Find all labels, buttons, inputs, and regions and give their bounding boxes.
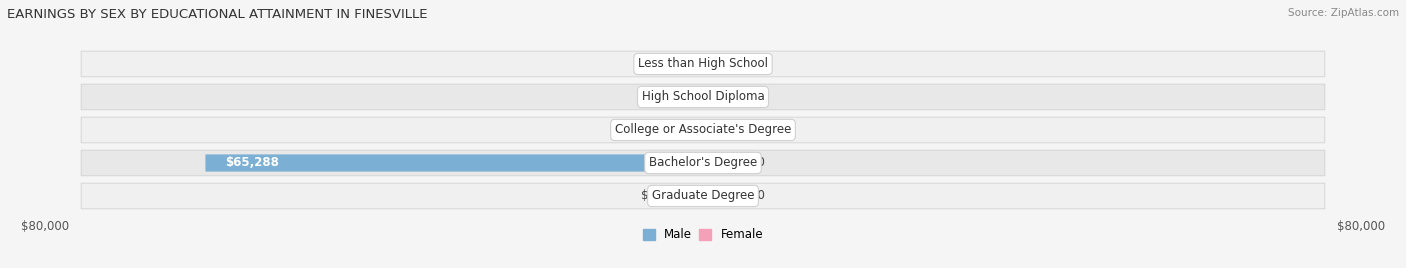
FancyBboxPatch shape (664, 187, 703, 204)
FancyBboxPatch shape (205, 154, 703, 172)
FancyBboxPatch shape (703, 88, 742, 106)
Text: Source: ZipAtlas.com: Source: ZipAtlas.com (1288, 8, 1399, 18)
FancyBboxPatch shape (664, 88, 703, 106)
Text: High School Diploma: High School Diploma (641, 91, 765, 103)
FancyBboxPatch shape (82, 84, 1324, 110)
Text: $0: $0 (641, 189, 657, 203)
Text: $0: $0 (749, 157, 765, 169)
Text: $0: $0 (641, 91, 657, 103)
FancyBboxPatch shape (664, 55, 703, 73)
FancyBboxPatch shape (664, 121, 703, 139)
Text: $80,000: $80,000 (21, 220, 69, 233)
Text: $0: $0 (749, 124, 765, 136)
FancyBboxPatch shape (703, 55, 742, 73)
Text: $0: $0 (641, 124, 657, 136)
Text: Bachelor's Degree: Bachelor's Degree (650, 157, 756, 169)
Text: $0: $0 (749, 189, 765, 203)
FancyBboxPatch shape (703, 154, 742, 172)
FancyBboxPatch shape (82, 51, 1324, 77)
Text: Less than High School: Less than High School (638, 57, 768, 70)
FancyBboxPatch shape (703, 187, 742, 204)
Text: $80,000: $80,000 (1337, 220, 1385, 233)
Legend: Male, Female: Male, Female (638, 224, 768, 246)
Text: $0: $0 (749, 91, 765, 103)
Text: $0: $0 (641, 57, 657, 70)
Text: Graduate Degree: Graduate Degree (652, 189, 754, 203)
FancyBboxPatch shape (703, 121, 742, 139)
FancyBboxPatch shape (82, 150, 1324, 176)
FancyBboxPatch shape (82, 117, 1324, 143)
Text: EARNINGS BY SEX BY EDUCATIONAL ATTAINMENT IN FINESVILLE: EARNINGS BY SEX BY EDUCATIONAL ATTAINMEN… (7, 8, 427, 21)
Text: $65,288: $65,288 (225, 157, 280, 169)
FancyBboxPatch shape (82, 183, 1324, 209)
Text: College or Associate's Degree: College or Associate's Degree (614, 124, 792, 136)
Text: $0: $0 (749, 57, 765, 70)
